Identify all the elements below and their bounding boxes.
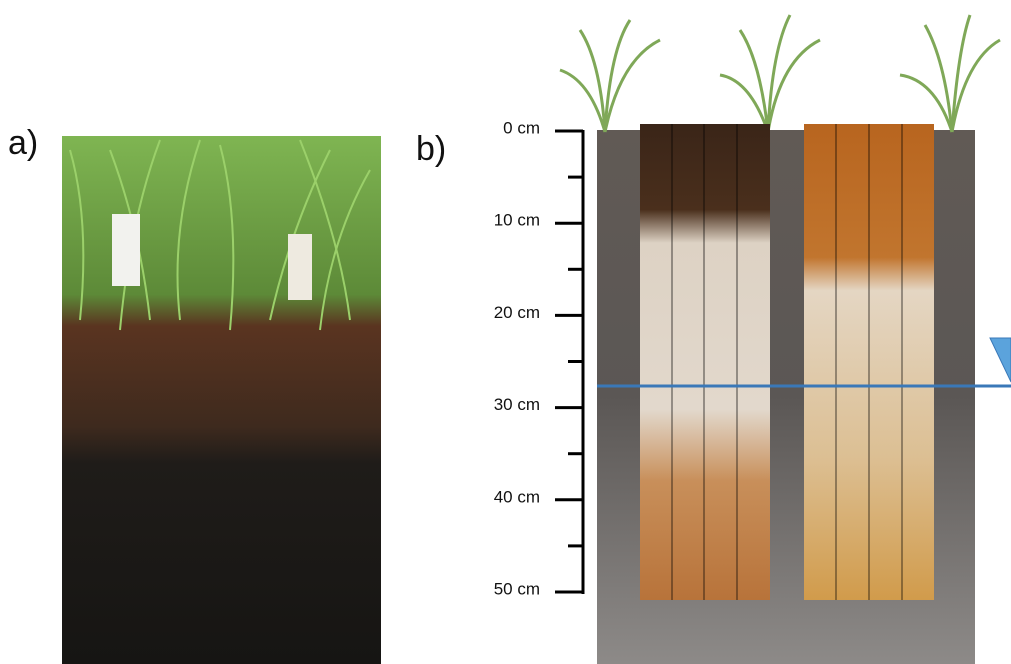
soil-photo [62,136,381,664]
depth-label: 30 cm [494,395,540,414]
depth-label: 10 cm [494,211,540,230]
panel-label: a) [8,124,38,162]
depth-label: 40 cm [494,487,540,506]
water-table-marker [990,338,1011,382]
depth-scale: 0 cm 10 cm 20 cm 30 cm 40 cm 50 cm [494,118,583,598]
panel-label: b) [416,130,446,168]
depth-label: 0 cm [503,118,540,137]
tube [112,214,140,286]
figure: a) b) 0 cm 10 cm 20 cm 30 cm 40 cm 50 cm [0,0,1011,664]
depth-label: 20 cm [494,303,540,322]
rice-plants [560,15,1000,132]
depth-label: 50 cm [494,579,540,598]
tube [288,234,312,300]
